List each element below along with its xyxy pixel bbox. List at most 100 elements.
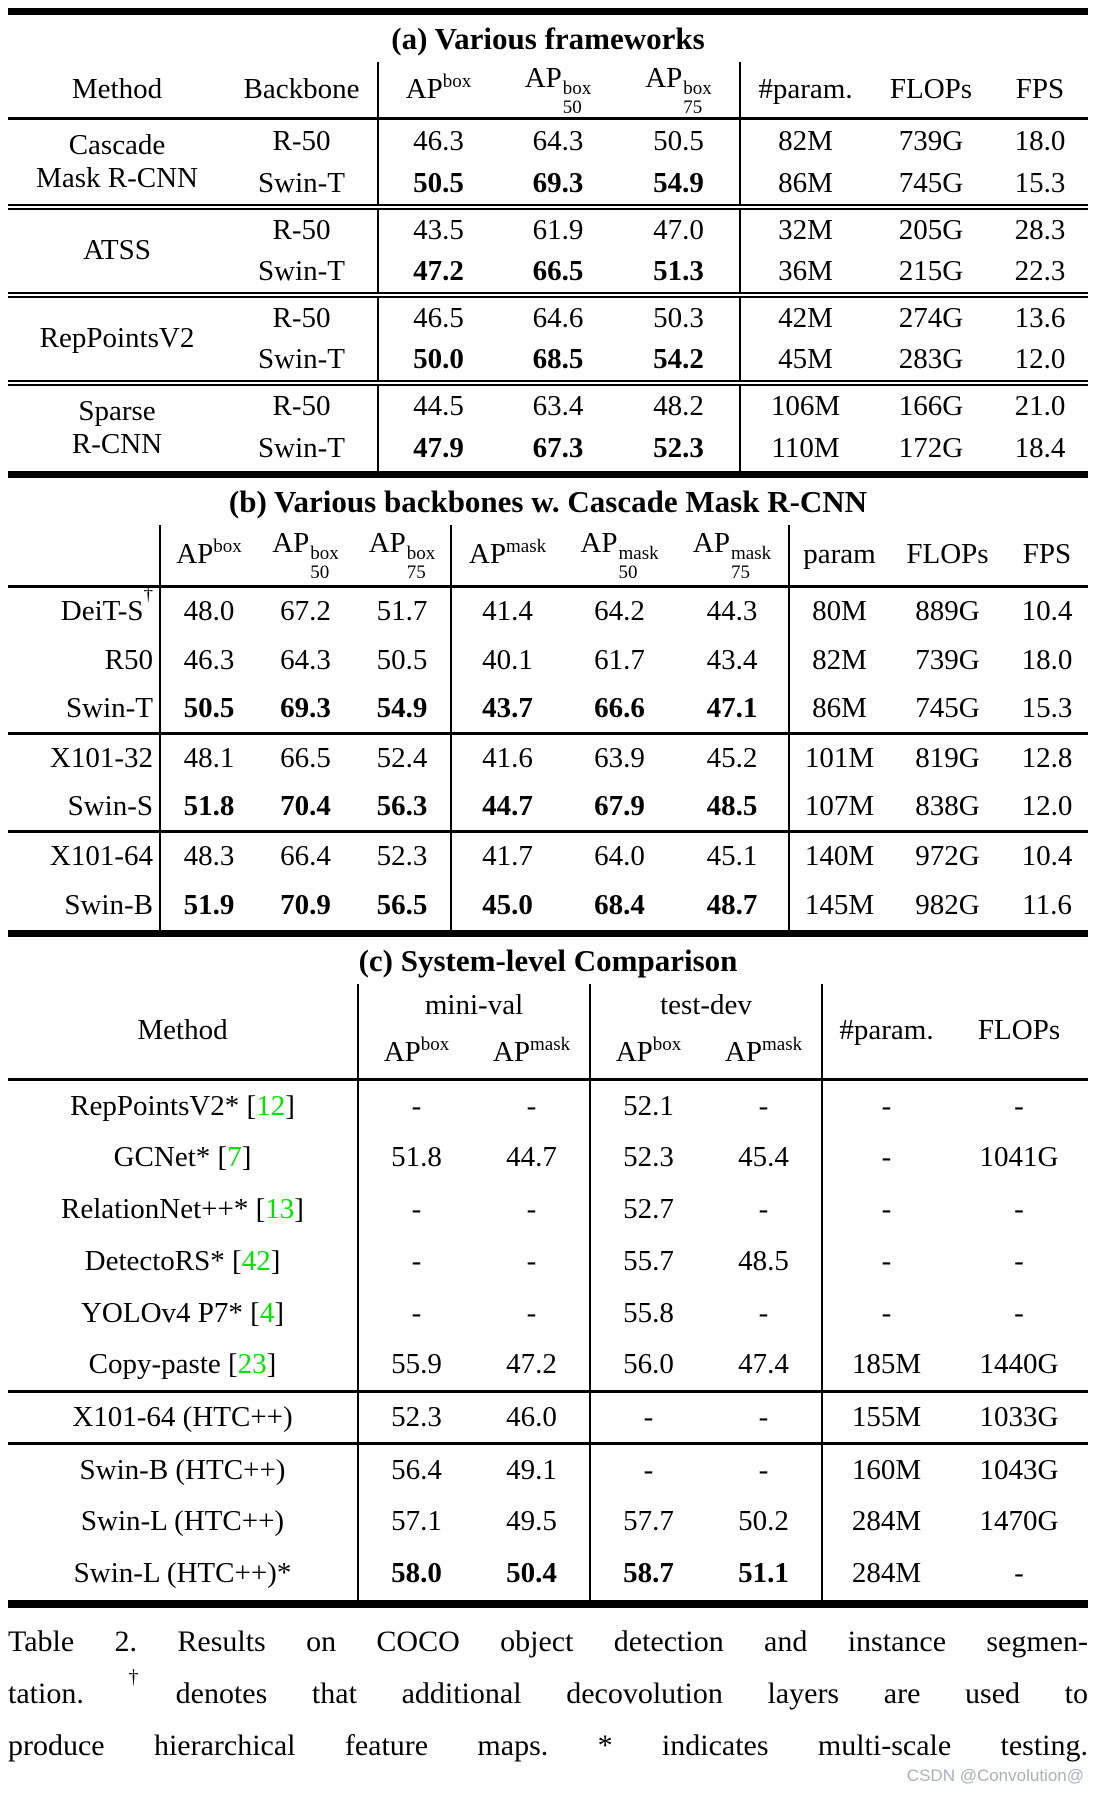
table-row: X101-64 (HTC++) 52.3 46.0 -- 155M 1033G — [8, 1390, 1089, 1444]
table-bottom-rule — [8, 1599, 1088, 1608]
box-superscript: box — [652, 1034, 682, 1056]
data-cell: 283G — [898, 342, 964, 375]
col-header-apbox: APbox — [160, 524, 257, 588]
data-cell: - — [474, 1079, 592, 1132]
data-cell: - — [474, 1183, 592, 1236]
csdn-watermark: CSDN @Convolution@ — [906, 1766, 1084, 1785]
data-cell: 155M — [822, 1390, 951, 1444]
data-cell: 51.8 — [183, 789, 235, 822]
data-cell: 56.4 — [358, 1442, 474, 1496]
col-header-apbox50: AP box 50 — [257, 524, 354, 588]
bracket: ] — [274, 1297, 284, 1329]
table-row: Copy-paste [23] 55.9 47.2 56.0 47.4 185M 14… — [8, 1339, 1088, 1392]
method-cell: DetectoRS* [42] — [8, 1235, 359, 1288]
data-cell: 10.4 — [1006, 830, 1088, 881]
data-cell: 42M — [740, 291, 870, 339]
data-cell: 50.5 — [354, 635, 452, 685]
data-cell: 64.3 — [532, 124, 584, 157]
data-cell: 56.5 — [354, 880, 452, 930]
data-cell: 47.9 — [413, 432, 464, 464]
caption-line-3: produce hierarchical feature maps. * ind… — [8, 1728, 1088, 1762]
data-cell: 86M — [778, 166, 833, 199]
data-cell: 1440G — [979, 1348, 1059, 1381]
data-cell: 22.3 — [1014, 254, 1066, 287]
ap-label: AP — [468, 538, 506, 571]
table-row: Swin-B (HTC++) 56.4 49.1 -- 160M 1043G — [8, 1442, 1089, 1496]
data-cell: 44.7 — [482, 789, 533, 822]
data-cell: 13.6 — [992, 291, 1088, 339]
data-cell: 44.7 — [474, 1131, 592, 1184]
table-row: Swin-S 51.8 70.4 56.3 44.7 67.9 48.5 107M 838… — [8, 782, 1088, 832]
box-superscript: box — [562, 78, 592, 99]
table-row: Method mini-val test-dev #param. FLOPs — [8, 983, 1089, 1081]
data-cell: 63.4 — [498, 379, 618, 427]
data-cell: 69.3 — [280, 691, 331, 724]
col-header-apbox50: AP box 50 — [498, 62, 618, 120]
backbone-cell: R-50 — [226, 291, 379, 339]
data-cell: - — [881, 1141, 892, 1173]
data-cell: 57.7 — [623, 1505, 674, 1537]
caption-line-1: Table 2. Results on COCO object detectio… — [8, 1624, 1088, 1658]
table-a-frameworks: Method Backbone APbox AP box 50 AP box 75 #p… — [8, 62, 1088, 471]
mask-superscript: mask — [730, 543, 772, 565]
data-cell: 145M — [804, 888, 875, 921]
table-row: X101-32 48.1 66.5 52.4 41.6 63.9 45.2 101M 81… — [8, 732, 1088, 783]
data-cell: - — [411, 1297, 422, 1329]
data-cell: 80M — [812, 595, 867, 628]
col-header-minival: mini-val — [358, 983, 592, 1028]
backbone-cell: X101-32 — [8, 732, 161, 783]
bracket: [ — [250, 1297, 260, 1329]
data-cell: 51.3 — [618, 250, 741, 295]
data-cell: 41.7 — [451, 830, 563, 881]
citation-link[interactable]: 42 — [241, 1245, 271, 1277]
data-cell: 50.4 — [474, 1547, 592, 1600]
data-cell: 36M — [778, 254, 833, 287]
citation-link[interactable]: 23 — [237, 1348, 267, 1381]
mask-superscript: mask — [505, 536, 547, 558]
data-cell: 50.5 — [413, 166, 464, 199]
table-row: Swin-T 50.5 69.3 54.9 86M 745G 15.3 — [8, 162, 1088, 207]
citation-link[interactable]: 12 — [256, 1089, 286, 1122]
data-cell: 49.5 — [474, 1495, 592, 1548]
data-cell: 52.3 — [623, 1141, 674, 1173]
data-cell: 1043G — [950, 1442, 1089, 1496]
col-header-apbox: APbox — [378, 62, 498, 120]
data-cell: 55.8 — [623, 1297, 674, 1329]
data-cell: 55.9 — [391, 1348, 442, 1381]
col-header-method: Method — [8, 983, 359, 1081]
table-row: APbox APmask APbox APmask — [8, 1027, 1088, 1081]
box-superscript: box — [442, 71, 472, 92]
citation-link[interactable]: 7 — [227, 1141, 242, 1173]
bracket: ] — [294, 1193, 304, 1225]
data-cell: 11.6 — [1022, 888, 1072, 921]
data-cell: 67.9 — [594, 789, 645, 822]
data-cell: 43.5 — [378, 203, 498, 251]
table-b-backbones: APbox AP box 50 AP box 75 APmask AP mask 50 AP… — [8, 524, 1088, 930]
citation-link[interactable]: 13 — [265, 1193, 295, 1225]
data-cell: 68.5 — [532, 342, 584, 375]
table-c-system-level: Method mini-val test-dev #param. FLOPs A… — [8, 983, 1089, 1600]
data-cell: 140M — [789, 830, 889, 881]
data-cell: 67.2 — [280, 595, 331, 628]
data-cell: 58.0 — [391, 1557, 442, 1589]
backbone-cell: R-50 — [226, 118, 379, 163]
data-cell: 48.3 — [160, 830, 257, 881]
data-cell: 82M — [778, 124, 833, 157]
data-cell: 107M — [804, 789, 875, 822]
data-cell: 52.3 — [354, 830, 452, 881]
data-cell: 982G — [915, 888, 980, 921]
citation-link[interactable]: 4 — [259, 1297, 275, 1329]
data-cell: 64.2 — [594, 595, 645, 628]
ap-label: AP — [368, 527, 406, 560]
method-cell: Cascade Mask R-CNN — [36, 128, 198, 194]
data-cell: 44.5 — [378, 379, 498, 427]
data-cell: 66.5 — [257, 732, 354, 783]
data-cell: 110M — [771, 432, 840, 464]
data-cell: 52.1 — [623, 1089, 674, 1122]
col-header-flops: FLOPs — [870, 62, 992, 120]
sub-50: 50 — [310, 562, 330, 584]
data-cell: 50.5 — [618, 118, 741, 163]
data-cell: 48.5 — [706, 1235, 824, 1288]
data-cell: 972G — [889, 830, 1006, 881]
data-cell: 18.0 — [1021, 643, 1073, 676]
